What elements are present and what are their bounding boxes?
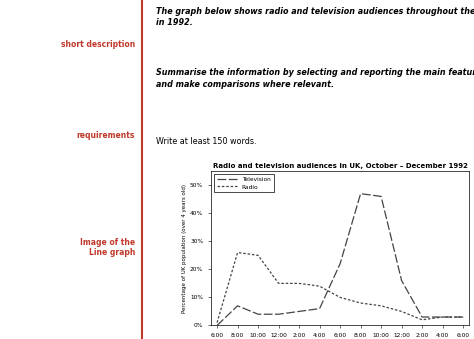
Text: requirements: requirements [77,131,135,140]
Text: Image of the
Line graph: Image of the Line graph [80,238,135,257]
Legend: Television, Radio: Television, Radio [214,174,273,193]
Text: short description: short description [61,40,135,48]
Text: The graph below shows radio and television audiences throughout the day
in 1992.: The graph below shows radio and televisi… [156,6,474,27]
Title: Radio and television audiences in UK, October – December 1992: Radio and television audiences in UK, Oc… [213,163,467,170]
Text: Write at least 150 words.: Write at least 150 words. [156,137,256,146]
Text: Summarise the information by selecting and reporting the main features,
and make: Summarise the information by selecting a… [156,68,474,89]
Y-axis label: Percentage of UK population (over 4 years old): Percentage of UK population (over 4 year… [182,184,187,313]
